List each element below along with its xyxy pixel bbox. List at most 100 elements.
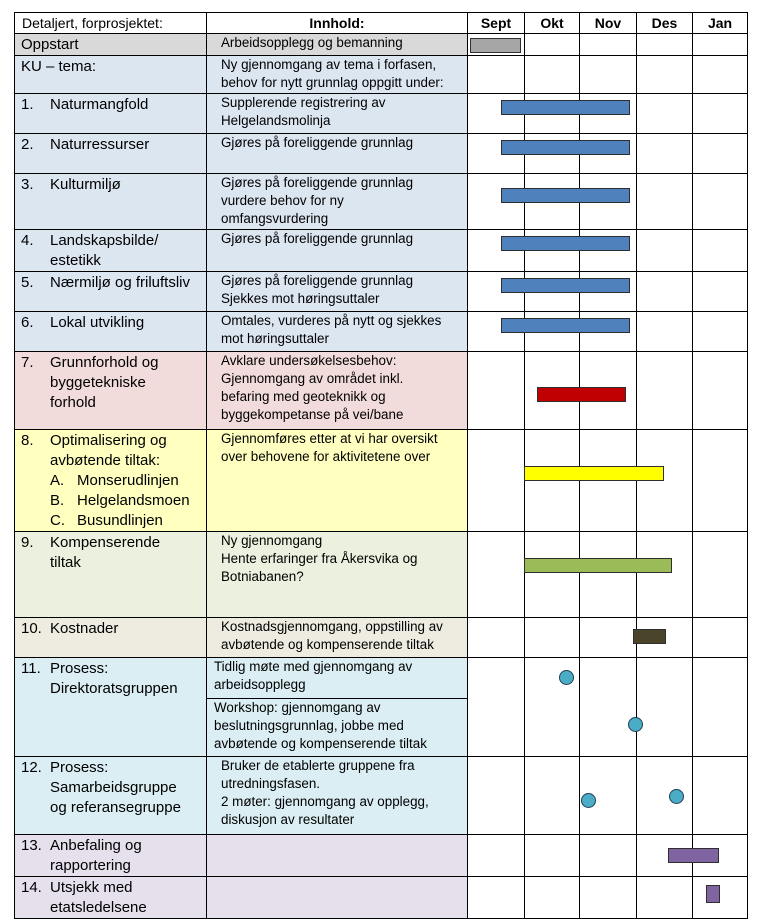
task-title-line: Landskapsbilde/ <box>50 232 159 249</box>
task-title: KU – tema: <box>21 57 96 77</box>
month-cell <box>692 531 748 618</box>
month-cell <box>579 834 637 877</box>
content-part: Gjøres på foreliggende grunnlag Sjekkes m… <box>214 272 463 308</box>
month-cell <box>524 271 580 312</box>
table-row: 13. Anbefaling og rapportering <box>14 834 748 877</box>
month-cell <box>636 33 693 56</box>
content-part: Workshop: gjennomgang av beslutningsgrunn… <box>207 698 467 755</box>
task-title: Utsjekk med etatsledelsene <box>50 878 147 918</box>
task-title-line: Prosess: <box>50 759 109 776</box>
content-cell: Gjøres på foreliggende grunnlag Sjekkes m… <box>206 271 468 312</box>
task-title-line: byggetekniske <box>50 374 146 391</box>
month-cell <box>692 834 748 877</box>
month-cell <box>692 617 748 658</box>
month-cell <box>524 531 580 618</box>
content-cell: Tidlig møte med gjennomgang av arbeidsopp… <box>206 657 468 757</box>
sub-letter: C. <box>50 512 65 529</box>
content-line: Avklare undersøkelsesbehov: <box>221 353 397 368</box>
month-cell <box>579 657 637 757</box>
month-cell <box>636 55 693 94</box>
content-cell: Gjøres på foreliggende grunnlag vurdere b… <box>206 173 468 230</box>
month-cell <box>636 617 693 658</box>
month-cell <box>636 876 693 919</box>
month-cell <box>524 834 580 877</box>
month-cell <box>692 173 748 230</box>
month-cell <box>636 93 693 134</box>
month-cell <box>467 271 525 312</box>
task-title-line: Samarbeidsgruppe <box>50 779 177 796</box>
task-cell: 7. Grunnforhold og byggetekniske forhold <box>14 351 207 430</box>
task-number: 11. <box>21 660 41 677</box>
month-cell <box>579 311 637 352</box>
task-number: 9. <box>21 534 34 551</box>
task-number: 13. <box>21 837 42 854</box>
month-cell <box>579 876 637 919</box>
table-row: KU – tema: Ny gjennomgang av tema i forfa… <box>14 55 748 94</box>
task-title-line: tiltak <box>50 554 81 571</box>
month-cell <box>524 617 580 658</box>
content-part: Supplerende registrering av Helgelandsmol… <box>214 94 463 130</box>
month-cell <box>579 55 637 94</box>
task-title-line: Utsjekk med <box>50 879 133 896</box>
month-cell <box>524 311 580 352</box>
month-cell <box>579 229 637 272</box>
month-cell <box>467 756 525 835</box>
month-cell <box>636 271 693 312</box>
month-cell <box>579 531 637 618</box>
content-line: Kostnadsgjennomgang, oppstilling av <box>221 619 443 634</box>
month-cell <box>579 93 637 134</box>
header-month: Nov <box>579 12 637 34</box>
content-cell: Kostnadsgjennomgang, oppstilling av avbøt… <box>206 617 468 658</box>
content-part: Arbeidsopplegg og bemanning <box>214 34 463 52</box>
task-number: 6. <box>21 314 34 331</box>
task-number: 1. <box>21 96 34 113</box>
table-row: 4. Landskapsbilde/estetikk Gjøres på forel… <box>14 229 748 272</box>
task-title-line: Anbefaling og <box>50 837 142 854</box>
task-title-line: Grunnforhold og <box>50 354 159 371</box>
content-part: Ny gjennomgang Hente erfaringer fra Åkers… <box>214 532 463 586</box>
content-line: avbøtende og kompenserende tiltak <box>214 736 427 751</box>
task-title-line: Optimalisering og <box>50 432 167 449</box>
content-part: Gjøres på foreliggende grunnlag vurdere b… <box>214 174 463 228</box>
content-line: arbeidsopplegg <box>214 677 306 692</box>
month-cell <box>467 133 525 174</box>
month-cell <box>467 55 525 94</box>
content-line: diskusjon av resultater <box>221 812 355 827</box>
content-part: Bruker de etablerte gruppene fra utrednin… <box>214 757 463 829</box>
task-title: Kulturmiljø <box>50 175 121 195</box>
table-row: 10. Kostnader Kostnadsgjennomgang, oppstil… <box>14 617 748 658</box>
task-title: Prosess: Samarbeidsgruppe og referansegrup… <box>50 758 181 818</box>
task-number: 4. <box>21 232 34 249</box>
sub-label: Monserudlinjen <box>77 472 179 489</box>
content-cell <box>206 834 468 877</box>
month-cell <box>579 271 637 312</box>
task-number: 10. <box>21 620 42 637</box>
sub-label: Helgelandsmoen <box>77 492 190 509</box>
task-cell: 10. Kostnader <box>14 617 207 658</box>
month-cell <box>467 93 525 134</box>
month-cell <box>467 311 525 352</box>
content-line: omfangsvurdering <box>221 211 329 226</box>
table-row: 7. Grunnforhold og byggetekniske forhold Avk… <box>14 351 748 430</box>
content-line: Supplerende registrering av <box>221 95 386 110</box>
header-content: Innhold: <box>206 12 468 34</box>
month-cell <box>579 756 637 835</box>
task-title: Grunnforhold og byggetekniske forhold <box>50 353 158 413</box>
header-month: Sept <box>467 12 525 34</box>
task-title-line: Oppstart <box>21 36 79 53</box>
task-cell: 4. Landskapsbilde/estetikk <box>14 229 207 272</box>
content-line: Hente erfaringer fra Åkersvika og <box>221 551 418 566</box>
month-cell <box>524 429 580 532</box>
task-title-line: Prosess: <box>50 660 109 677</box>
task-number: 14. <box>21 879 42 896</box>
task-cell: 2. Naturressurser <box>14 133 207 174</box>
month-cell <box>692 429 748 532</box>
task-title-line: KU – tema: <box>21 58 97 75</box>
task-number: 3. <box>21 176 34 193</box>
month-cell <box>636 531 693 618</box>
task-title: Naturressurser <box>50 135 149 155</box>
content-cell: Gjøres på foreliggende grunnlag <box>206 133 468 174</box>
task-title: Landskapsbilde/estetikk <box>50 231 158 271</box>
month-cell <box>636 133 693 174</box>
task-title-line: etatsledelsene <box>50 899 147 916</box>
